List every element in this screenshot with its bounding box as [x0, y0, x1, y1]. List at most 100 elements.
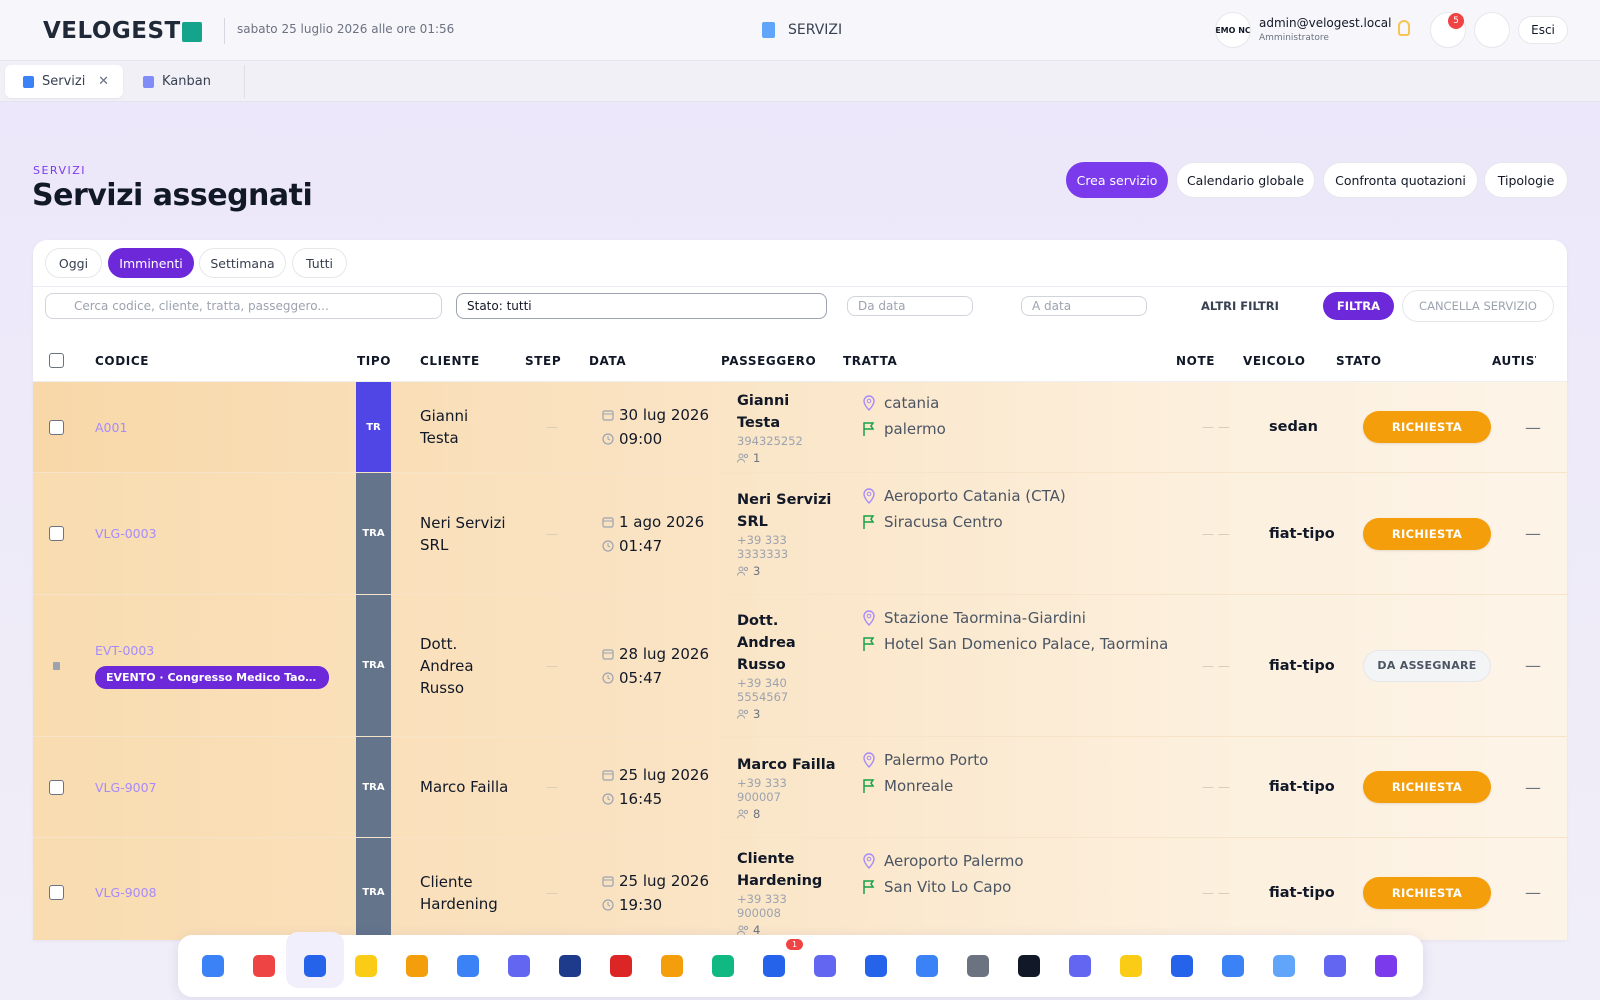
dock-icon[interactable]: [763, 955, 785, 977]
pax-count: 3: [753, 564, 761, 578]
dock-icon[interactable]: [1375, 955, 1397, 977]
dock-icon[interactable]: [1120, 955, 1142, 977]
status-badge[interactable]: DA ASSEGNARE: [1363, 649, 1491, 682]
dock-icon[interactable]: [916, 955, 938, 977]
tips-button[interactable]: [1398, 20, 1410, 36]
driver: —: [1525, 417, 1541, 437]
status-badge[interactable]: RICHIESTA: [1363, 771, 1491, 803]
date-from[interactable]: Da data: [847, 296, 973, 316]
pax-icon: [737, 453, 749, 463]
user-role: Amministratore: [1259, 33, 1329, 43]
dock-icon[interactable]: [712, 955, 734, 977]
tab-close[interactable]: ✕: [98, 74, 109, 89]
dock-icon[interactable]: [1069, 955, 1091, 977]
dock-icon[interactable]: [202, 955, 224, 977]
service-code[interactable]: VLG-9008: [95, 885, 157, 900]
route-from: Aeroporto Catania (CTA): [862, 483, 1066, 509]
table-row[interactable]: VLG-0003 TRA Neri Servizi SRL — 1 ago 2026 01…: [33, 473, 1567, 595]
pax-count: 4: [753, 923, 761, 937]
clock-icon: [602, 433, 614, 445]
passenger-phone: +39 333 900007: [737, 775, 787, 804]
period-tab[interactable]: Tutti: [292, 248, 347, 278]
service-code[interactable]: A001: [95, 419, 128, 435]
dock-icon[interactable]: [253, 955, 275, 977]
dock-icon[interactable]: [1324, 955, 1346, 977]
row-checkbox[interactable]: [49, 885, 64, 900]
dropoff: Siracusa Centro: [884, 513, 1003, 531]
row-checkbox[interactable]: [49, 526, 64, 541]
dock-icon[interactable]: [1171, 955, 1193, 977]
action-button[interactable]: Confronta quotazioni: [1323, 162, 1478, 198]
dock-icon[interactable]: [610, 955, 632, 977]
flag-icon: [862, 514, 876, 530]
action-button[interactable]: Calendario globale: [1176, 162, 1315, 198]
theme-button[interactable]: [1474, 12, 1510, 48]
tab[interactable]: Servizi ✕: [5, 65, 123, 98]
dock-icon[interactable]: [457, 955, 479, 977]
dock-icon[interactable]: [1273, 955, 1295, 977]
route-cell: Palermo Porto Monreale: [862, 737, 988, 837]
service-type: TRA: [362, 660, 385, 671]
period-tab[interactable]: Imminenti: [108, 248, 194, 278]
client-cell: Marco Failla: [420, 737, 510, 837]
service-code[interactable]: VLG-9007: [95, 779, 157, 795]
select-all[interactable]: [49, 353, 64, 368]
service-code[interactable]: VLG-0003: [95, 526, 157, 541]
code-cell: VLG-0003: [95, 473, 355, 594]
dock-icon[interactable]: [1018, 955, 1040, 977]
table-row[interactable]: VLG-9008 TRA Cliente Hardening — 25 lug 2026…: [33, 838, 1567, 940]
clock-icon: [602, 793, 614, 805]
status-badge[interactable]: RICHIESTA: [1363, 517, 1491, 550]
action-button[interactable]: Tipologie: [1484, 162, 1568, 198]
pin-icon: [862, 395, 876, 411]
dock-icon[interactable]: [559, 955, 581, 977]
user-email[interactable]: admin@velogest.local: [1259, 16, 1392, 30]
select-cell: [49, 595, 60, 736]
period-tab[interactable]: Oggi: [45, 248, 102, 278]
dock-icon[interactable]: [865, 955, 887, 977]
action-button[interactable]: Crea servizio: [1066, 162, 1168, 198]
divider: [33, 286, 1567, 287]
time-line: 16:45: [602, 787, 709, 811]
passenger-count: 3: [737, 564, 837, 578]
tab[interactable]: Kanban: [125, 65, 245, 98]
table-row[interactable]: A001 TR Gianni Testa — 30 lug 2026 09:00 Giann…: [33, 382, 1567, 473]
status-badge[interactable]: RICHIESTA: [1363, 876, 1491, 909]
code-cell: VLG-9008: [95, 838, 355, 940]
tab-label: Kanban: [162, 74, 211, 89]
client-cell: Cliente Hardening: [420, 838, 510, 940]
driver: —: [1525, 777, 1541, 797]
pax-icon: [737, 709, 749, 719]
row-checkbox[interactable]: [49, 419, 64, 435]
datetime: sabato 25 luglio 2026 alle ore 01:56: [237, 22, 455, 36]
table-row[interactable]: VLG-9007 TRA Marco Failla — 25 lug 2026 16:45…: [33, 737, 1567, 838]
search-input[interactable]: Cerca codice, cliente, tratta, passegger…: [45, 293, 442, 319]
dock-icon[interactable]: [355, 955, 377, 977]
row-checkbox[interactable]: [49, 779, 64, 795]
brand[interactable]: VELOGEST: [43, 18, 181, 44]
status-select[interactable]: Stato: tutti: [456, 293, 827, 319]
dock-icon[interactable]: [406, 955, 428, 977]
time-line: 19:30: [602, 893, 709, 917]
dock-icon[interactable]: [661, 955, 683, 977]
pax-icon: [737, 566, 749, 576]
clear-button[interactable]: CANCELLA SERVIZIO: [1402, 290, 1554, 322]
pin-icon: [862, 853, 876, 869]
status-badge[interactable]: RICHIESTA: [1363, 411, 1491, 443]
passenger-phone: 394325252: [737, 433, 803, 448]
dock-icon[interactable]: [967, 955, 989, 977]
client-name: Dott. Andrea Russo: [420, 634, 474, 697]
service-code[interactable]: EVT-0003: [95, 642, 155, 658]
table-row[interactable]: EVT-0003 EVENTO · Congresso Medico Taormi…: [33, 595, 1567, 737]
dropoff: Hotel San Domenico Palace, Taormina: [884, 635, 1169, 653]
dock-icon[interactable]: [508, 955, 530, 977]
dock-icon[interactable]: [1222, 955, 1244, 977]
period-tab[interactable]: Settimana: [199, 248, 286, 278]
apply-button[interactable]: FILTRA: [1323, 292, 1394, 320]
more-filters[interactable]: ALTRI FILTRI: [1201, 299, 1279, 313]
dock-icon[interactable]: [814, 955, 836, 977]
logout-button[interactable]: Esci: [1518, 16, 1568, 44]
note: — —: [1202, 885, 1230, 900]
date-to[interactable]: A data: [1021, 296, 1147, 316]
dock-icon[interactable]: [304, 955, 326, 977]
